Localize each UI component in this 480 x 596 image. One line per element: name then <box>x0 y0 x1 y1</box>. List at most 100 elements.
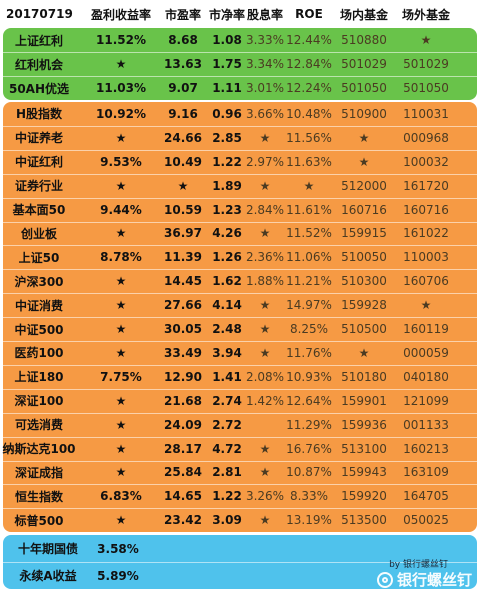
dividend-yield: 3.26% <box>245 489 285 504</box>
dividend-yield: ★ <box>259 465 271 480</box>
dividend-yield: 3.34% <box>245 57 285 71</box>
earnings-yield: 9.53% <box>100 154 142 169</box>
pb-ratio: 2.81 <box>212 465 242 480</box>
otc-fund-code: 163109 <box>403 465 449 480</box>
pe-ratio: 12.90 <box>164 369 202 384</box>
pe-ratio: 23.42 <box>164 513 202 528</box>
earnings-yield: ★ <box>115 322 127 337</box>
otc-fund-code: 160213 <box>403 441 449 456</box>
pb-ratio: 1.62 <box>212 274 242 289</box>
table-row: 深证100 ★ 21.68 2.74 1.42% 12.64% 159901 121099 <box>0 389 480 413</box>
table-row: 基本面50 9.44% 10.59 1.23 2.84% 11.61% 160716 1607… <box>0 198 480 222</box>
pe-ratio: 28.17 <box>164 441 202 456</box>
row-divider <box>3 364 477 366</box>
index-name: 可选消费 <box>14 418 63 433</box>
watermark: 银行螺丝钉 <box>376 569 472 590</box>
pb-ratio: 4.14 <box>212 298 242 313</box>
dividend-yield: ★ <box>259 513 271 528</box>
exchange-fund-code: 501050 <box>341 81 387 95</box>
roe: 13.19% <box>286 513 332 528</box>
roe: 14.97% <box>286 298 332 313</box>
earnings-yield: 5.89% <box>97 568 139 583</box>
roe: 11.76% <box>286 345 332 360</box>
earnings-yield: 11.52% <box>96 33 146 47</box>
table-row: 可选消费 ★ 24.09 2.72 11.29% 159936 001133 <box>0 413 480 437</box>
exchange-fund-code: 510500 <box>341 322 387 337</box>
roe: 11.61% <box>286 202 332 217</box>
table-row: 沪深300 ★ 14.45 1.62 1.88% 11.21% 510300 160706 <box>0 269 480 293</box>
exchange-fund-code: 159901 <box>341 393 387 408</box>
dividend-yield: 2.08% <box>245 369 285 384</box>
roe: 16.76% <box>286 441 332 456</box>
roe: 12.64% <box>286 393 332 408</box>
otc-fund-code: 160119 <box>403 322 449 337</box>
pe-ratio: 21.68 <box>164 393 202 408</box>
earnings-yield: 6.83% <box>100 489 142 504</box>
earnings-yield: ★ <box>115 417 127 432</box>
table-row: 上证50 8.78% 11.39 1.26 2.36% 11.06% 510050 11000… <box>0 245 480 269</box>
earnings-yield: ★ <box>115 57 127 71</box>
pb-ratio: 1.26 <box>212 250 242 265</box>
earnings-yield: 3.58% <box>97 541 139 556</box>
pe-ratio: 24.66 <box>164 130 202 145</box>
earnings-yield: ★ <box>115 393 127 408</box>
index-name: 上证50 <box>18 250 60 265</box>
dividend-yield: 1.88% <box>245 274 285 289</box>
index-name: 纳斯达克100 <box>2 442 76 457</box>
earnings-yield: ★ <box>115 298 127 313</box>
dividend-yield: ★ <box>259 298 271 313</box>
roe: 12.84% <box>286 57 332 71</box>
table-row: 十年期国债 3.58% <box>0 535 480 562</box>
index-name: 十年期国债 <box>17 542 78 556</box>
row-divider <box>3 436 477 438</box>
roe: ★ <box>303 178 315 193</box>
pe-ratio: 24.09 <box>164 417 202 432</box>
earnings-yield: ★ <box>115 465 127 480</box>
exchange-fund-code: 159936 <box>341 417 387 432</box>
row-divider <box>3 508 477 510</box>
earnings-yield: 8.78% <box>100 250 142 265</box>
otc-fund-code: 121099 <box>403 393 449 408</box>
pb-ratio: 3.09 <box>212 513 242 528</box>
pb-ratio: 1.11 <box>212 81 242 95</box>
otc-fund-code: 160716 <box>403 202 449 217</box>
dividend-yield: 2.36% <box>245 250 285 265</box>
dividend-yield: ★ <box>259 322 271 337</box>
high-dividend-group <box>3 28 477 100</box>
header-dividend: 股息率 <box>246 7 283 22</box>
pe-ratio: 14.65 <box>164 489 202 504</box>
header-roe: ROE <box>295 7 323 21</box>
pb-ratio: 2.72 <box>212 417 242 432</box>
roe: 8.33% <box>289 489 329 504</box>
index-name: 50AH优选 <box>8 81 70 96</box>
table-row: 深证成指 ★ 25.84 2.81 ★ 10.87% 159943 163109 <box>0 461 480 485</box>
pb-ratio: 1.23 <box>212 202 242 217</box>
earnings-yield: 9.44% <box>100 202 142 217</box>
exchange-fund-code: ★ <box>358 154 370 169</box>
otc-fund-code: 000059 <box>403 345 449 360</box>
roe: 11.52% <box>286 226 332 241</box>
otc-fund-code: 110003 <box>403 250 449 265</box>
dividend-yield: ★ <box>259 130 271 145</box>
index-name: 上证红利 <box>14 33 63 48</box>
row-divider <box>3 125 477 127</box>
table-row: 标普500 ★ 23.42 3.09 ★ 13.19% 513500 050025 <box>0 508 480 532</box>
index-name: 基本面50 <box>12 203 66 218</box>
pe-ratio: 36.97 <box>164 226 202 241</box>
index-name: 沪深300 <box>14 274 64 289</box>
exchange-fund-code: 513500 <box>341 513 387 528</box>
row-divider <box>3 460 477 462</box>
exchange-fund-code: 159915 <box>341 226 387 241</box>
exchange-fund-code: 501029 <box>341 57 387 71</box>
roe: 11.29% <box>286 417 332 432</box>
table-row: 中证养老 ★ 24.66 2.85 ★ 11.56% ★ 000968 <box>0 126 480 150</box>
row-divider <box>3 52 477 53</box>
pe-ratio: 9.07 <box>168 81 198 95</box>
otc-fund-code: 001133 <box>403 417 449 432</box>
header-otc-fund: 场外基金 <box>401 7 450 22</box>
pb-ratio: 2.74 <box>212 393 242 408</box>
otc-fund-code: 000968 <box>403 130 449 145</box>
pb-ratio: 4.72 <box>212 441 242 456</box>
row-divider <box>3 245 477 247</box>
index-group <box>3 102 477 532</box>
